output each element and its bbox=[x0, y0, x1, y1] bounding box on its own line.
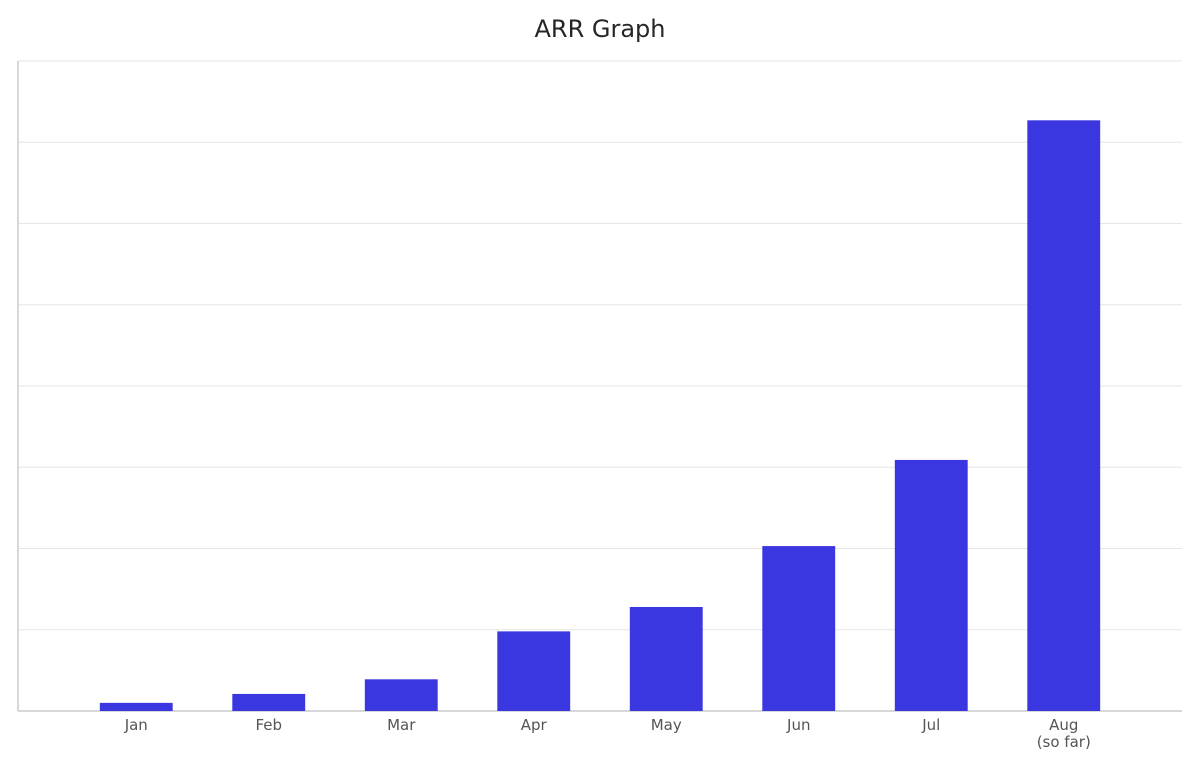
chart-title: ARR Graph bbox=[534, 15, 665, 43]
x-tick-label: Jan bbox=[124, 716, 148, 734]
bar bbox=[894, 459, 968, 711]
x-tick-label: Jul bbox=[921, 716, 940, 734]
x-tick-label: Aug (so far) bbox=[1037, 716, 1091, 751]
x-tick-label: Feb bbox=[255, 716, 282, 734]
bar bbox=[629, 607, 703, 711]
x-tick-label: Apr bbox=[521, 716, 548, 734]
bar bbox=[232, 693, 306, 711]
bar bbox=[1027, 120, 1101, 711]
x-tick-label: Jun bbox=[786, 716, 810, 734]
bar bbox=[99, 702, 173, 711]
bar bbox=[762, 546, 836, 711]
bar bbox=[497, 631, 571, 711]
bar bbox=[364, 679, 438, 711]
x-tick-label: Mar bbox=[387, 716, 416, 734]
x-tick-label: May bbox=[651, 716, 682, 734]
